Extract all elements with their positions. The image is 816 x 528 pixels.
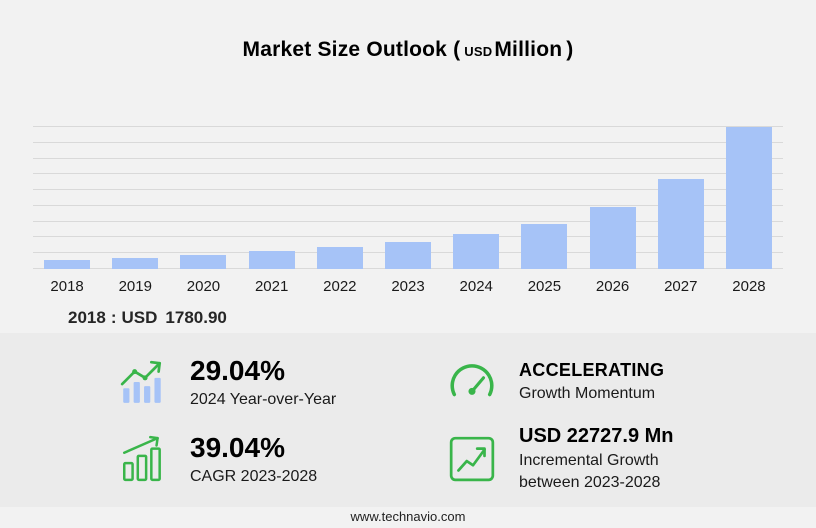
bar-2019: [112, 257, 159, 269]
bar-2027: [657, 179, 704, 269]
title-unit-currency: USD: [464, 44, 493, 59]
gridline: [33, 173, 783, 175]
gridline: [33, 141, 783, 143]
bar-slot-2021: [238, 127, 306, 269]
gridline: [33, 220, 783, 222]
bar-slot-2025: [510, 127, 578, 269]
x-tick-label: 2023: [391, 278, 425, 295]
x-tick-label: 2028: [732, 278, 766, 295]
growth-momentum-value: ACCELERATING: [519, 360, 665, 381]
bar-2028: [725, 127, 772, 269]
x-tick-label: 2025: [527, 278, 562, 295]
x-tick-label: 2021: [254, 278, 289, 295]
bar-slot-2027: [647, 127, 715, 269]
gridline: [33, 126, 783, 127]
bar-slot-2018: [33, 127, 101, 269]
bar-2025: [521, 223, 568, 269]
x-tick-label: 2020: [186, 278, 221, 295]
cagr-label: CAGR 2023-2028: [190, 468, 318, 485]
plot-area: [33, 126, 783, 269]
incremental-growth-label-2: between 2023-2028: [519, 474, 661, 491]
gridline: [33, 236, 783, 238]
x-tick-label: 2027: [664, 278, 698, 295]
x-tick-label: 2024: [459, 278, 493, 295]
yoy-growth-label: 2024 Year-over-Year: [190, 391, 337, 408]
title-paren-close: ): [566, 38, 574, 61]
yoy-growth-value: 29.04%: [190, 355, 285, 386]
x-tick-label: 2019: [118, 278, 152, 295]
market-size-bar-chart: 2018 2019 2020 2021 2022 2023 2024 2025 2026 2027…: [33, 126, 783, 295]
x-tick-label: 2018: [50, 278, 84, 295]
website-url: www.technavio.com: [350, 509, 466, 524]
bar-growth-icon: [118, 357, 168, 407]
stat-growth-momentum: ACCELERATING Growth Momentum: [447, 343, 776, 420]
bar-slot-2022: [306, 127, 374, 269]
incremental-growth-label-1: Incremental Growth: [519, 452, 659, 469]
bar-2023: [385, 241, 432, 269]
bar-slot-2020: [169, 127, 237, 269]
speedometer-icon: [447, 357, 497, 407]
gridline: [33, 157, 783, 159]
title-unit-scale: Million: [494, 38, 563, 61]
baseline-year: 2018: [68, 308, 106, 327]
x-axis-labels: 2018 2019 2020 2021 2022 2023 2024 2025 2026 2027…: [33, 278, 783, 295]
gridline: [33, 204, 783, 206]
title-paren-open: (: [453, 38, 461, 61]
baseline-value: 1780.90: [165, 308, 227, 327]
x-tick-label: 2022: [323, 278, 357, 295]
gridline: [33, 189, 783, 191]
bar-slot-2019: [101, 127, 169, 269]
stat-cagr: 39.04% CAGR 2023-2028: [118, 420, 447, 497]
bar-slot-2024: [442, 127, 510, 269]
baseline-value-note: 2018: USD 1780.90: [68, 308, 232, 328]
bar-slot-2028: [715, 127, 783, 269]
bar-2026: [589, 206, 636, 269]
bar-2020: [180, 254, 227, 269]
chart-box-icon: [118, 434, 168, 484]
bar-2021: [248, 251, 295, 269]
growth-momentum-label: Growth Momentum: [519, 384, 656, 402]
baseline-separator: :: [110, 308, 117, 327]
stats-panel: 29.04% 2024 Year-over-Year ACCELERATING …: [0, 333, 816, 507]
bar-slot-2023: [374, 127, 442, 269]
x-tick-label: 2026: [595, 278, 630, 295]
bar-slot-2026: [579, 127, 647, 269]
bar-2024: [453, 233, 500, 269]
bar-2022: [316, 247, 363, 269]
baseline-currency: USD: [121, 308, 158, 327]
bars-row: [33, 127, 783, 269]
stat-incremental-growth: USD 22727.9 Mn Incremental Growth betwee…: [447, 420, 776, 497]
bar-2018: [44, 260, 91, 269]
stat-yoy-growth: 29.04% 2024 Year-over-Year: [118, 343, 447, 420]
incremental-growth-value: USD 22727.9 Mn: [519, 425, 674, 447]
page-title: Market Size Outlook (USDMillion): [0, 38, 816, 62]
line-growth-icon: [447, 434, 497, 484]
cagr-value: 39.04%: [190, 432, 285, 463]
page-title-main: Market Size Outlook: [242, 38, 448, 61]
